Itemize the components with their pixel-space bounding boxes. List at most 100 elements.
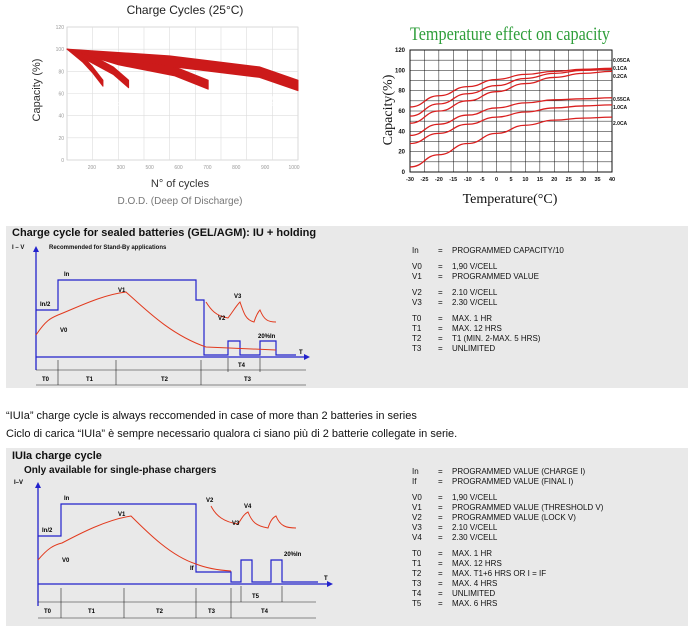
legend-equals: = <box>438 246 443 255</box>
legend-equals: = <box>438 503 443 512</box>
iuia-label-in2: In/2 <box>42 528 53 534</box>
temperature-y-tick: 120 <box>395 48 406 54</box>
legend-value: PROGRAMMED VALUE (LOCK V) <box>452 513 576 522</box>
legend-key: T1 <box>412 559 422 568</box>
legend-key: In <box>412 246 419 255</box>
legend-equals: = <box>438 467 443 476</box>
legend-key: V4 <box>412 533 422 542</box>
legend-key: T0 <box>412 314 422 323</box>
legend-equals: = <box>438 493 443 502</box>
legend-value: 1,90 V/CELL <box>452 262 498 271</box>
legend-key: T3 <box>412 579 422 588</box>
charge-cycles-x-tick: 300 <box>117 165 126 171</box>
temperature-series-line <box>409 70 613 124</box>
legend-row: V1 = PROGRAMMED VALUE (THRESHOLD V) <box>412 503 603 513</box>
iuia-panel <box>6 448 688 626</box>
legend-row: T2 = T1 (MIN. 2-MAX. 5 HRS) <box>412 334 564 344</box>
legend-equals: = <box>438 262 443 271</box>
iu-phase-t3: T3 <box>244 377 252 383</box>
iuia-phase-t3: T3 <box>208 609 216 615</box>
temperature-series-line <box>409 67 613 108</box>
legend-row: V3 = 2.10 V/CELL <box>412 523 603 533</box>
temperature-series-label: 1.0CA <box>613 105 628 111</box>
legend-equals: = <box>438 324 443 333</box>
charge-cycles-x-tick: 700 <box>203 165 212 171</box>
charge-cycles-y-tick: 60 <box>58 92 64 98</box>
legend-value: MAX. 4 HRS <box>452 579 498 588</box>
charge-cycles-y-tick: 120 <box>56 25 65 31</box>
legend-value: 2.30 V/CELL <box>452 533 498 542</box>
iuia-label-v2: V2 <box>206 498 214 504</box>
iu-section-title: Charge cycle for sealed batteries (GEL/A… <box>12 227 317 239</box>
temperature-x-tick: 10 <box>522 177 528 183</box>
charge-cycles-y-tick: 40 <box>58 114 64 120</box>
legend-row: T0 = MAX. 1 HR <box>412 549 603 559</box>
legend-equals: = <box>438 523 443 532</box>
temperature-x-tick: -15 <box>449 177 457 183</box>
temperature-title: Temperature effect on capacity <box>410 24 610 45</box>
legend-value: 1,90 V/CELL <box>452 493 498 502</box>
charge-cycles-title: Charge Cycles (25°C) <box>127 3 244 17</box>
iu-label-t4: T4 <box>238 363 246 369</box>
temperature-y-ticks: 0 20 40 60 80 100 120 <box>395 48 406 176</box>
iu-legend: In = PROGRAMMED CAPACITY/10 V0 = 1,90 V/CELL V… <box>412 246 564 354</box>
temperature-series-label: 0.55CA <box>613 97 630 103</box>
note-english: “IUIa” charge cycle is always reccomende… <box>6 410 417 422</box>
legend-key: T0 <box>412 549 422 558</box>
legend-row: T0 = MAX. 1 HR <box>412 314 564 324</box>
legend-equals: = <box>438 579 443 588</box>
legend-row: T2 = MAX. T1+6 HRS OR I = IF <box>412 569 603 579</box>
temperature-x-tick: 35 <box>595 177 601 183</box>
iu-label-pct: 20%In <box>258 334 276 340</box>
legend-row: T3 = MAX. 4 HRS <box>412 579 603 589</box>
legend-value: 2.30 V/CELL <box>452 298 498 307</box>
iu-label-in: In <box>64 272 70 278</box>
temperature-x-tick: 30 <box>580 177 586 183</box>
legend-value: T1 (MIN. 2-MAX. 5 HRS) <box>452 334 541 343</box>
legend-key: V0 <box>412 262 422 271</box>
legend-value: PROGRAMMED VALUE <box>452 272 539 281</box>
legend-value: UNLIMITED <box>452 589 496 598</box>
charge-cycles-band-dod: D.O.D. <box>116 102 131 108</box>
temperature-xlabel: Temperature(°C) <box>463 192 558 207</box>
temperature-ylabel: Capacity(%) <box>381 74 396 145</box>
temperature-x-tick: 20 <box>551 177 557 183</box>
temperature-series-line <box>409 97 613 137</box>
legend-value: PROGRAMMED VALUE (CHARGE I) <box>452 467 586 476</box>
charge-cycles-band-pct: 50% <box>201 96 212 102</box>
legend-equals: = <box>438 533 443 542</box>
charge-cycles-y-tick: 100 <box>56 47 65 53</box>
legend-key: T5 <box>412 599 422 608</box>
legend-equals: = <box>438 314 443 323</box>
legend-row: V3 = 2.30 V/CELL <box>412 298 564 308</box>
legend-equals: = <box>438 599 443 608</box>
temperature-lines <box>409 67 613 168</box>
iu-label-v3: V3 <box>234 294 242 300</box>
temperature-x-tick: 0 <box>495 177 498 183</box>
legend-row: If = PROGRAMMED VALUE (FINAL I) <box>412 477 603 487</box>
legend-equals: = <box>438 569 443 578</box>
legend-equals: = <box>438 589 443 598</box>
legend-value: MAX. T1+6 HRS OR I = IF <box>452 569 547 578</box>
legend-row: V1 = PROGRAMMED VALUE <box>412 272 564 282</box>
iu-axis-label: I – V <box>12 245 24 251</box>
charge-cycles-band-dod: D.O.D. <box>198 102 213 108</box>
iu-label-v1: V1 <box>118 288 126 294</box>
charge-cycles-y-tick: 0 <box>61 158 64 164</box>
iuia-label-t5: T5 <box>252 594 260 600</box>
temperature-x-ticks: -30 -25 -20 -15 -10 -5 0 5 10 15 20 25 30 35 40 <box>406 177 615 183</box>
iuia-label-v3: V3 <box>232 521 240 527</box>
charge-cycles-band <box>66 48 299 92</box>
charge-cycles-y-tick: 80 <box>58 69 64 75</box>
charge-cycles-band-dod: D.O.D. <box>146 102 161 108</box>
charge-cycles-subtitle: D.O.D. (Deep Of Discharge) <box>117 196 242 207</box>
legend-key: V1 <box>412 503 422 512</box>
charge-cycles-chart: Charge Cycles (25°C) Capacity (%) 0 20 40 6… <box>31 3 300 207</box>
charge-cycles-x-tick: 500 <box>145 165 154 171</box>
iuia-label-v1: V1 <box>118 512 126 518</box>
iuia-subtitle: Only available for single-phase chargers <box>24 465 217 476</box>
temperature-series-line <box>409 116 613 168</box>
legend-key: V3 <box>412 298 422 307</box>
legend-equals: = <box>438 513 443 522</box>
charge-cycles-grid <box>66 26 299 161</box>
